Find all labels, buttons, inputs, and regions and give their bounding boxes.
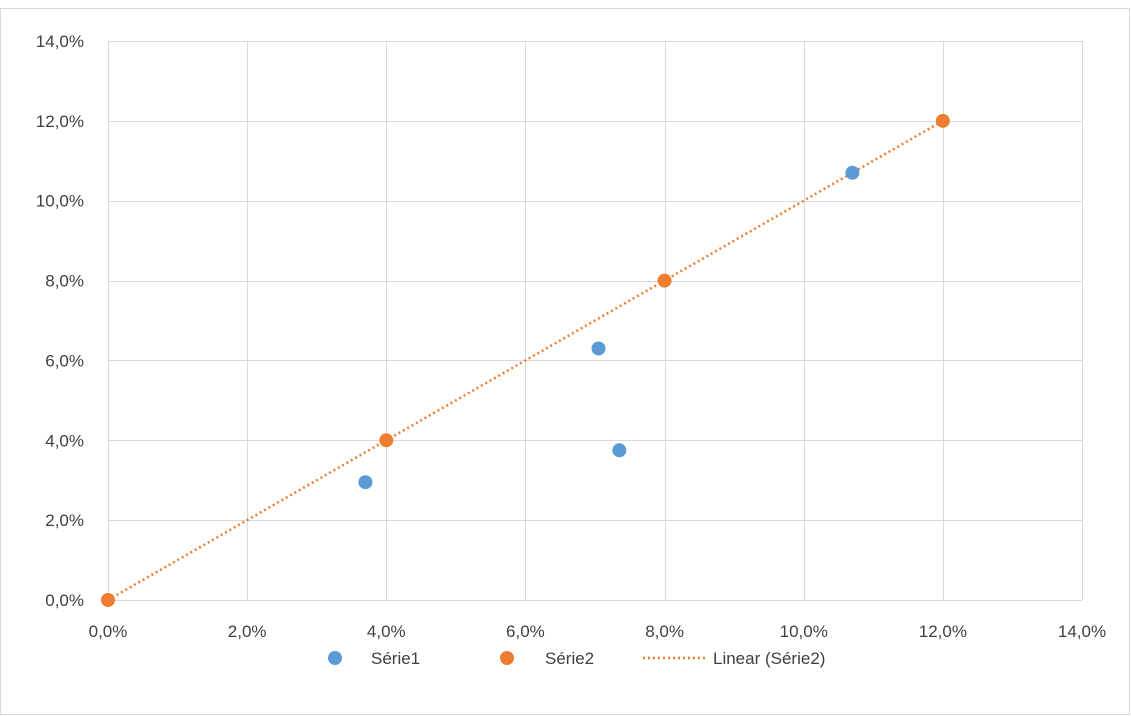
x-tick-label: 4,0% bbox=[367, 622, 406, 641]
y-tick-label: 4,0% bbox=[45, 431, 84, 450]
chart-frame bbox=[0, 8, 1130, 715]
data-point-serie2 bbox=[101, 593, 115, 607]
gridlines bbox=[108, 41, 1083, 601]
y-tick-label: 12,0% bbox=[36, 112, 84, 131]
y-tick-label: 2,0% bbox=[45, 511, 84, 530]
x-tick-label: 6,0% bbox=[506, 622, 545, 641]
x-tick-label: 8,0% bbox=[645, 622, 684, 641]
x-tick-label: 2,0% bbox=[228, 622, 267, 641]
x-tick-label: 14,0% bbox=[1058, 622, 1106, 641]
data-point-serie1 bbox=[612, 443, 627, 458]
axes: 0,0% 2,0% 4,0% 6,0% 8,0% 10,0% 12,0% 14,0% 0,0% 2… bbox=[36, 32, 1106, 641]
data-point-serie1 bbox=[591, 341, 606, 356]
y-tick-label: 8,0% bbox=[45, 272, 84, 291]
trendlines bbox=[107, 119, 944, 602]
y-tick-label: 10,0% bbox=[36, 192, 84, 211]
trendline bbox=[107, 119, 944, 602]
legend-marker-serie2 bbox=[500, 651, 514, 665]
y-tick-label: 14,0% bbox=[36, 32, 84, 51]
y-tick-label: 0,0% bbox=[45, 591, 84, 610]
y-tick-label: 6,0% bbox=[45, 351, 84, 370]
x-tick-label: 10,0% bbox=[780, 622, 828, 641]
data-point-serie2 bbox=[379, 433, 394, 448]
legend-label-serie1: Série1 bbox=[371, 649, 420, 668]
data-point-serie1 bbox=[358, 475, 373, 490]
legend-marker-serie1 bbox=[328, 651, 342, 665]
x-tick-label: 12,0% bbox=[919, 622, 967, 641]
data-point-serie2 bbox=[657, 273, 672, 288]
legend-label-trendline: Linear (Série2) bbox=[713, 649, 825, 668]
legend: Série1 Série2 Linear (Série2) bbox=[328, 649, 825, 668]
x-tick-label: 0,0% bbox=[89, 622, 128, 641]
legend-label-serie2: Série2 bbox=[545, 649, 594, 668]
data-points bbox=[101, 113, 950, 607]
data-point-serie1 bbox=[845, 165, 860, 180]
data-point-serie2 bbox=[935, 113, 950, 128]
